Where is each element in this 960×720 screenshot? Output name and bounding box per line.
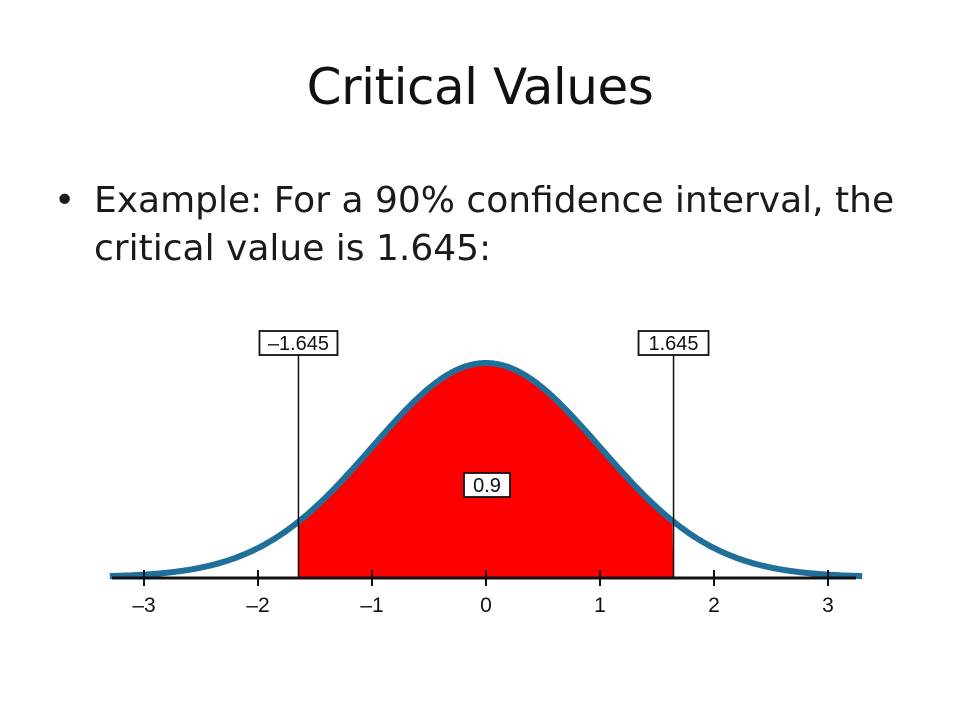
right-critical-box — [637, 330, 710, 356]
area-value-box — [463, 472, 511, 498]
bullet-dot: • — [54, 180, 76, 221]
area-value-label: 0.9 — [473, 475, 501, 497]
slide-title: Critical Values — [306, 58, 654, 116]
x-tick-label: –3 — [132, 594, 155, 617]
left-critical-box — [258, 330, 339, 356]
shaded-area — [298, 363, 674, 577]
bullet-text: Example: For a 90% confidence interval, … — [94, 180, 895, 269]
bell-curve — [109, 360, 863, 580]
x-tick-label: 1 — [594, 594, 606, 617]
x-tick-label: 0 — [480, 594, 492, 617]
x-tick-label: 2 — [708, 594, 720, 617]
x-axis-ticks: –3 –2 –1 0 1 2 3 — [132, 570, 834, 617]
x-tick-label: 3 — [822, 594, 834, 617]
left-critical-label: –1.645 — [268, 333, 329, 355]
right-critical-label: 1.645 — [648, 333, 698, 355]
x-tick-label: –1 — [360, 594, 383, 617]
x-tick-label: –2 — [246, 594, 269, 617]
